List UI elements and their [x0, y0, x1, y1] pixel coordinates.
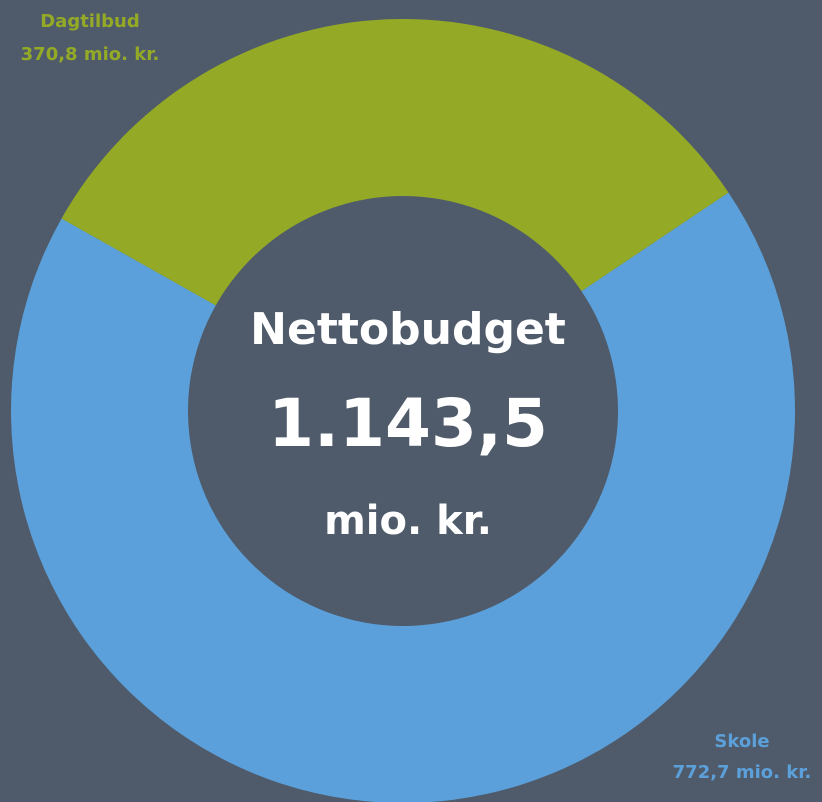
- center-text: 1.143,5: [268, 385, 548, 462]
- slice-value-label: 370,8 mio. kr.: [21, 44, 160, 65]
- slice: [61, 19, 729, 306]
- slice: [11, 192, 795, 802]
- slice-value-label: 772,7 mio. kr.: [673, 762, 812, 783]
- center-text: Nettobudget: [250, 304, 566, 355]
- slice-label: Skole: [714, 731, 769, 752]
- slice-label: Dagtilbud: [40, 11, 140, 32]
- center-text: mio. kr.: [324, 498, 492, 544]
